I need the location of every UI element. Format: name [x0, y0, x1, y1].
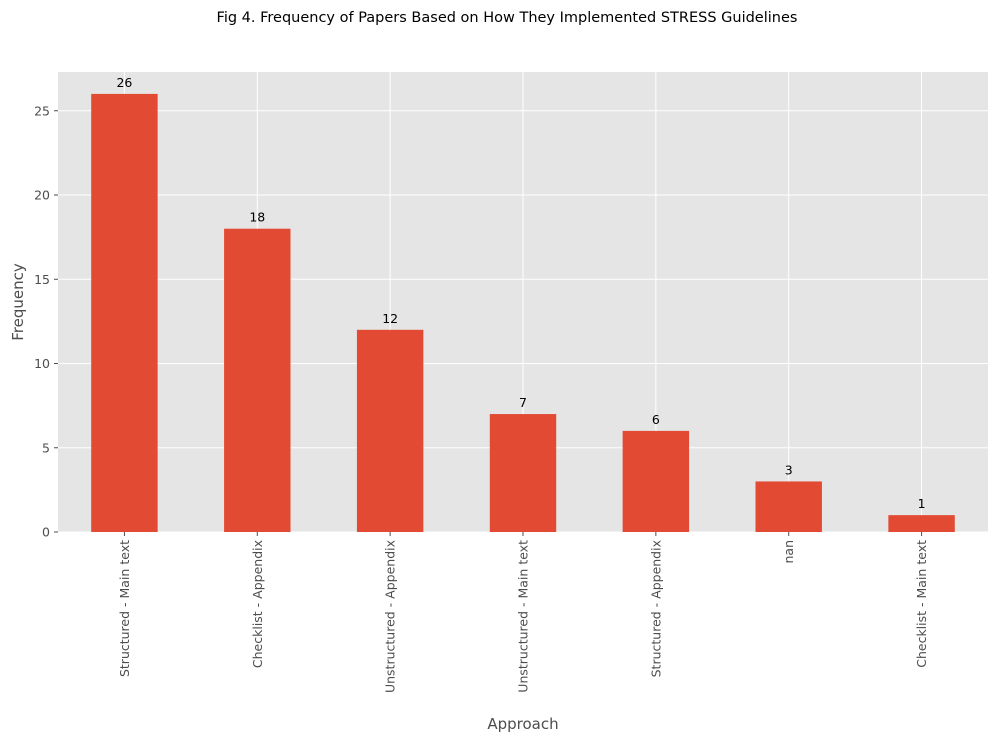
bar-value-label: 12 [382, 311, 398, 326]
x-axis-label: Approach [487, 715, 558, 733]
bar [356, 329, 424, 532]
x-tick-label: Checklist - Main text [914, 540, 929, 668]
y-tick-label: 0 [42, 525, 50, 540]
x-tick-label: Unstructured - Main text [516, 540, 531, 693]
y-tick-label: 5 [42, 440, 50, 455]
bar [622, 430, 690, 532]
bar-value-label: 6 [652, 412, 660, 427]
x-tick-label: Checklist - Appendix [250, 540, 265, 668]
axis-ticks: 0 5 10 15 20 25 Structured - Main text Checklis… [34, 103, 929, 693]
x-tick-label: Structured - Main text [117, 540, 132, 677]
bar [888, 515, 955, 532]
bar-value-label: 26 [116, 75, 132, 90]
x-tick-label: Unstructured - Appendix [383, 540, 398, 693]
bar-value-label: 1 [918, 496, 926, 511]
y-tick-label: 25 [34, 103, 50, 118]
data-labels: 26 18 12 7 6 3 1 [116, 75, 925, 511]
bars [91, 93, 955, 533]
x-tick-label: nan [781, 540, 796, 564]
bar [91, 93, 158, 533]
bar [224, 228, 291, 532]
y-axis-label: Frequency [9, 263, 27, 341]
y-tick-label: 20 [34, 188, 50, 203]
bar [489, 414, 557, 532]
y-tick-label: 10 [34, 356, 50, 371]
bar-value-label: 3 [785, 462, 793, 477]
bar-value-label: 7 [519, 395, 527, 410]
chart-title: Fig 4. Frequency of Papers Based on How … [217, 10, 798, 26]
bar-value-label: 18 [249, 210, 265, 225]
x-tick-label: Structured - Appendix [648, 540, 663, 677]
bar [755, 481, 822, 532]
y-tick-label: 15 [34, 272, 50, 287]
